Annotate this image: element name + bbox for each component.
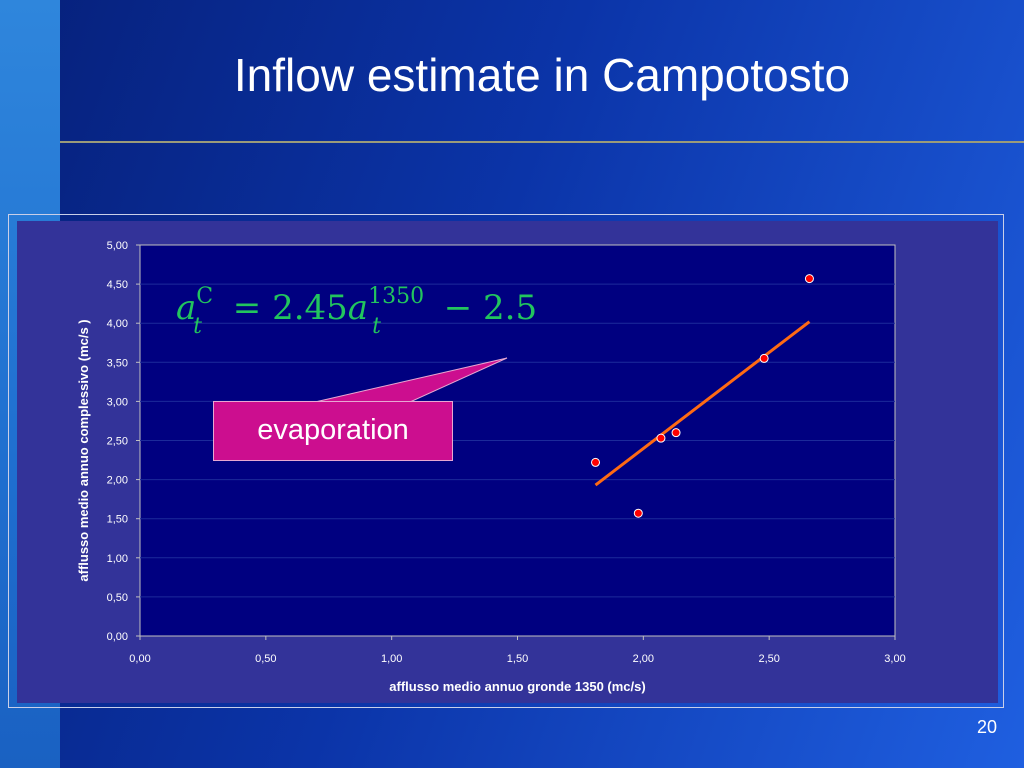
data-point — [656, 433, 666, 443]
y-tick-label: 1,50 — [107, 514, 128, 526]
data-point — [804, 274, 814, 284]
data-point — [759, 353, 769, 363]
x-tick-label: 2,00 — [633, 653, 654, 665]
y-tick-labels: 0,00 0,50 1,00 1,50 2,00 2,50 3,00 3,50 4,00 4,50… — [107, 240, 128, 643]
equation-rhs-sup: 1350 — [368, 284, 425, 309]
y-tick-label: 0,50 — [107, 592, 128, 604]
x-tick-label: 2,50 — [758, 653, 779, 665]
equation-lhs-base: a — [176, 288, 197, 328]
y-tick-label: 3,00 — [107, 396, 128, 408]
y-tick-label: 1,00 — [107, 553, 128, 565]
equation-equals: = — [232, 288, 262, 328]
y-tick-label: 4,00 — [107, 318, 128, 330]
x-tick-label: 0,50 — [255, 653, 276, 665]
equation-lhs-sup: C — [196, 284, 214, 309]
trend-line — [594, 320, 811, 487]
data-point — [591, 457, 601, 467]
regression-equation: aCt = 2.45a1350t − 2.5 — [176, 284, 538, 339]
slide-title: Inflow estimate in Campotosto — [233, 49, 851, 101]
x-tick-label: 3,00 — [884, 653, 905, 665]
chart-frame — [8, 214, 1004, 708]
y-tick-label: 3,50 — [107, 357, 128, 369]
y-tick-label: 2,50 — [107, 436, 128, 448]
equation-rhs-sub: t — [372, 314, 381, 339]
equation-rhs-base: a — [347, 288, 369, 328]
y-tick-label: 5,00 — [107, 240, 128, 252]
data-points — [591, 274, 814, 518]
data-point — [633, 508, 643, 518]
evaporation-callout: evaporation — [213, 401, 453, 461]
x-tick-label: 1,00 — [381, 653, 402, 665]
x-tick-label: 1,50 — [507, 653, 528, 665]
equation-coef: 2.45 — [272, 288, 348, 328]
title-divider — [60, 141, 1024, 143]
y-axis-label: afflusso medio annuo complessivo (mc/s ) — [76, 319, 91, 581]
data-point — [671, 428, 681, 438]
y-tick-label: 0,00 — [107, 631, 128, 643]
x-tick-labels: 0,00 0,50 1,00 1,50 2,00 2,50 3,00 — [129, 653, 905, 665]
page-number: 20 — [976, 717, 997, 737]
equation-lhs-sub: t — [193, 314, 202, 339]
y-tick-label: 4,50 — [107, 279, 128, 291]
x-axis-label: afflusso medio annuo gronde 1350 (mc/s) — [389, 679, 645, 694]
x-tick-label: 0,00 — [129, 653, 150, 665]
y-tick-label: 2,00 — [107, 475, 128, 487]
equation-minus: − — [443, 288, 473, 328]
equation-const: 2.5 — [483, 288, 538, 328]
